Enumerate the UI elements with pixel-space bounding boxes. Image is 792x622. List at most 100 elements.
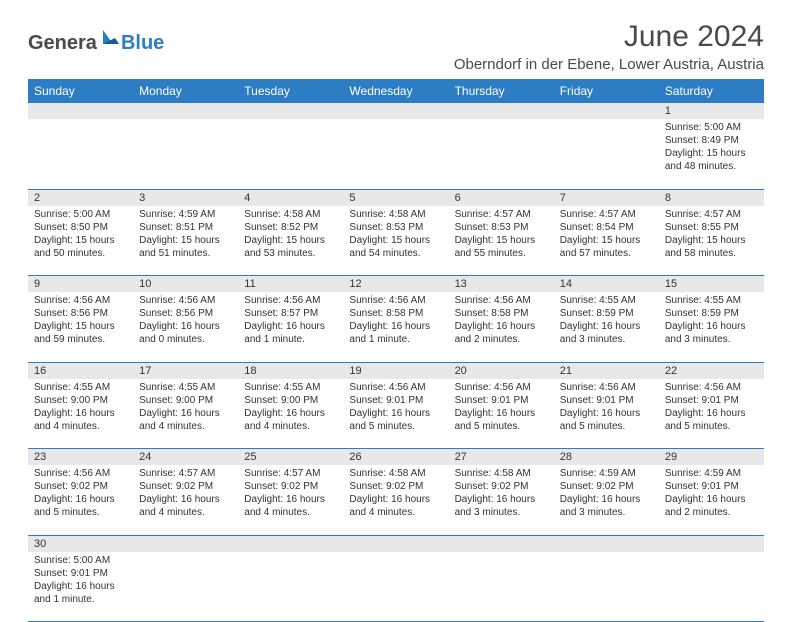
day-number: 27: [449, 449, 554, 466]
sun-info-sunset: Sunset: 9:01 PM: [560, 394, 653, 407]
day-cell: Sunrise: 4:56 AMSunset: 8:57 PMDaylight:…: [238, 292, 343, 362]
daynum-row: 23242526272829: [28, 449, 764, 466]
sun-info-sunset: Sunset: 9:02 PM: [560, 480, 653, 493]
sun-info-day1: Daylight: 16 hours: [139, 407, 232, 420]
day-cell: [28, 119, 133, 189]
day-number: 15: [659, 276, 764, 293]
sun-info-sunset: Sunset: 8:57 PM: [244, 307, 337, 320]
day-cell: Sunrise: 4:58 AMSunset: 8:53 PMDaylight:…: [343, 206, 448, 276]
sun-info-day1: Daylight: 16 hours: [244, 407, 337, 420]
sun-info-sunrise: Sunrise: 4:56 AM: [34, 467, 127, 480]
sun-info-day2: and 2 minutes.: [455, 333, 548, 346]
day-cell: Sunrise: 4:55 AMSunset: 9:00 PMDaylight:…: [238, 379, 343, 449]
sun-info-sunset: Sunset: 8:53 PM: [349, 221, 442, 234]
day-cell: [554, 119, 659, 189]
logo-word-1: Genera: [28, 32, 97, 55]
sun-info-day2: and 4 minutes.: [244, 420, 337, 433]
sun-info-sunrise: Sunrise: 4:56 AM: [349, 294, 442, 307]
sun-info-day2: and 5 minutes.: [349, 420, 442, 433]
header: Genera Blue June 2024 Oberndorf in der E…: [28, 20, 764, 73]
sun-info-sunrise: Sunrise: 4:59 AM: [560, 467, 653, 480]
day-number: [238, 103, 343, 119]
day-number: 8: [659, 189, 764, 206]
day-number: [659, 535, 764, 552]
day-number: 12: [343, 276, 448, 293]
day-number: 18: [238, 362, 343, 379]
sun-info-sunrise: Sunrise: 4:56 AM: [349, 381, 442, 394]
sun-info-sunset: Sunset: 8:59 PM: [560, 307, 653, 320]
sun-info-sunrise: Sunrise: 4:57 AM: [139, 467, 232, 480]
logo-word-2: Blue: [121, 32, 164, 55]
day-number: 9: [28, 276, 133, 293]
sun-info-sunset: Sunset: 9:00 PM: [244, 394, 337, 407]
day-cell: Sunrise: 4:56 AMSunset: 8:58 PMDaylight:…: [449, 292, 554, 362]
day-number: [133, 103, 238, 119]
day-cell: [238, 552, 343, 622]
sun-info-day1: Daylight: 16 hours: [455, 407, 548, 420]
daynum-row: 30: [28, 535, 764, 552]
sun-info-sunrise: Sunrise: 5:00 AM: [665, 121, 758, 134]
day-cell: Sunrise: 4:57 AMSunset: 8:54 PMDaylight:…: [554, 206, 659, 276]
sun-info-day2: and 58 minutes.: [665, 247, 758, 260]
sun-info-day2: and 3 minutes.: [665, 333, 758, 346]
sun-info-sunset: Sunset: 8:54 PM: [560, 221, 653, 234]
week-row: Sunrise: 4:55 AMSunset: 9:00 PMDaylight:…: [28, 379, 764, 449]
sun-info-sunset: Sunset: 8:53 PM: [455, 221, 548, 234]
sun-info-day2: and 5 minutes.: [34, 506, 127, 519]
sun-info-sunrise: Sunrise: 4:57 AM: [665, 208, 758, 221]
sun-info-day2: and 51 minutes.: [139, 247, 232, 260]
sun-info-day1: Daylight: 15 hours: [34, 234, 127, 247]
day-number: 14: [554, 276, 659, 293]
sun-info-sunrise: Sunrise: 4:57 AM: [560, 208, 653, 221]
sun-info-sunrise: Sunrise: 4:58 AM: [455, 467, 548, 480]
day-number: 22: [659, 362, 764, 379]
sun-info-day1: Daylight: 15 hours: [665, 147, 758, 160]
day-cell: Sunrise: 4:56 AMSunset: 9:02 PMDaylight:…: [28, 465, 133, 535]
weekday-header: Sunday: [28, 79, 133, 103]
sun-info-sunset: Sunset: 9:01 PM: [665, 480, 758, 493]
sun-info-day1: Daylight: 16 hours: [34, 580, 127, 593]
sun-info-day1: Daylight: 16 hours: [139, 320, 232, 333]
sun-info-day1: Daylight: 15 hours: [139, 234, 232, 247]
day-cell: [449, 119, 554, 189]
logo: Genera Blue: [28, 28, 164, 59]
day-cell: Sunrise: 4:56 AMSunset: 9:01 PMDaylight:…: [554, 379, 659, 449]
sun-info-sunset: Sunset: 8:59 PM: [665, 307, 758, 320]
sun-info-sunset: Sunset: 8:51 PM: [139, 221, 232, 234]
sun-info-sunrise: Sunrise: 4:56 AM: [455, 381, 548, 394]
sun-info-day2: and 4 minutes.: [34, 420, 127, 433]
sun-info-day2: and 53 minutes.: [244, 247, 337, 260]
sun-info-sunrise: Sunrise: 4:56 AM: [34, 294, 127, 307]
day-number: 28: [554, 449, 659, 466]
sun-info-sunset: Sunset: 9:02 PM: [139, 480, 232, 493]
sun-info-sunset: Sunset: 8:55 PM: [665, 221, 758, 234]
day-number: 1: [659, 103, 764, 119]
sun-info-sunset: Sunset: 9:02 PM: [244, 480, 337, 493]
sun-info-day1: Daylight: 15 hours: [665, 234, 758, 247]
sun-info-sunset: Sunset: 9:00 PM: [34, 394, 127, 407]
day-number: [28, 103, 133, 119]
day-cell: Sunrise: 4:56 AMSunset: 8:56 PMDaylight:…: [133, 292, 238, 362]
sun-info-sunset: Sunset: 9:01 PM: [455, 394, 548, 407]
day-cell: Sunrise: 4:58 AMSunset: 8:52 PMDaylight:…: [238, 206, 343, 276]
day-cell: [133, 552, 238, 622]
sun-info-day2: and 4 minutes.: [349, 506, 442, 519]
day-cell: [659, 552, 764, 622]
day-number: 5: [343, 189, 448, 206]
day-cell: Sunrise: 4:57 AMSunset: 8:55 PMDaylight:…: [659, 206, 764, 276]
sun-info-day2: and 55 minutes.: [455, 247, 548, 260]
sun-info-day1: Daylight: 16 hours: [34, 493, 127, 506]
sun-info-day1: Daylight: 16 hours: [349, 493, 442, 506]
sun-info-day1: Daylight: 16 hours: [349, 320, 442, 333]
sun-info-sunset: Sunset: 9:02 PM: [455, 480, 548, 493]
day-cell: Sunrise: 4:57 AMSunset: 9:02 PMDaylight:…: [238, 465, 343, 535]
day-number: 3: [133, 189, 238, 206]
weekday-header-row: Sunday Monday Tuesday Wednesday Thursday…: [28, 79, 764, 103]
weekday-header: Wednesday: [343, 79, 448, 103]
sun-info-day1: Daylight: 15 hours: [244, 234, 337, 247]
day-cell: Sunrise: 4:57 AMSunset: 9:02 PMDaylight:…: [133, 465, 238, 535]
sun-info-sunset: Sunset: 9:01 PM: [34, 567, 127, 580]
day-cell: Sunrise: 4:55 AMSunset: 8:59 PMDaylight:…: [659, 292, 764, 362]
sun-info-day1: Daylight: 16 hours: [349, 407, 442, 420]
month-title: June 2024: [454, 20, 764, 54]
